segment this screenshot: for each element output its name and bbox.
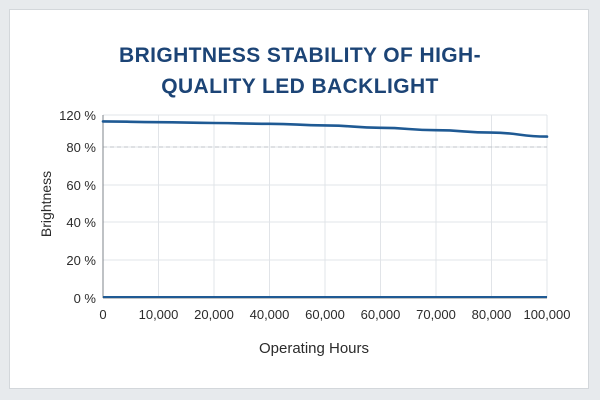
y-tick-label: 120 % [59,108,96,123]
chart-title-line-2: QUALITY LED BACKLIGHT [161,75,439,98]
y-tick-label: 0 % [74,291,97,306]
x-tick-label: 100,000 [524,307,571,322]
y-tick-label: 20 % [66,253,96,268]
x-axis-label: Operating Hours [258,340,370,357]
chart-title-line-1: BRIGHTNESS STABILITY OF HIGH- [119,44,481,67]
brightness-series-line [101,120,549,138]
chart-card [9,9,589,389]
y-tick-label: 60 % [66,178,96,193]
x-tick-label: 20,000 [194,307,234,322]
y-tick-label: 80 % [66,140,96,155]
x-tick-label: 80,000 [472,307,512,322]
x-tick-label: 60,000 [305,307,345,322]
chart-title: BRIGHTNESS STABILITY OF HIGH- QUALITY LE… [0,40,600,102]
y-axis-label: Brightness [38,170,54,238]
x-tick-label: 0 [99,307,106,322]
y-tick-label: 40 % [66,215,96,230]
x-tick-label: 10,000 [139,307,179,322]
x-tick-label: 40,000 [250,307,290,322]
x-tick-label: 70,000 [416,307,456,322]
x-tick-label: 60,000 [361,307,401,322]
